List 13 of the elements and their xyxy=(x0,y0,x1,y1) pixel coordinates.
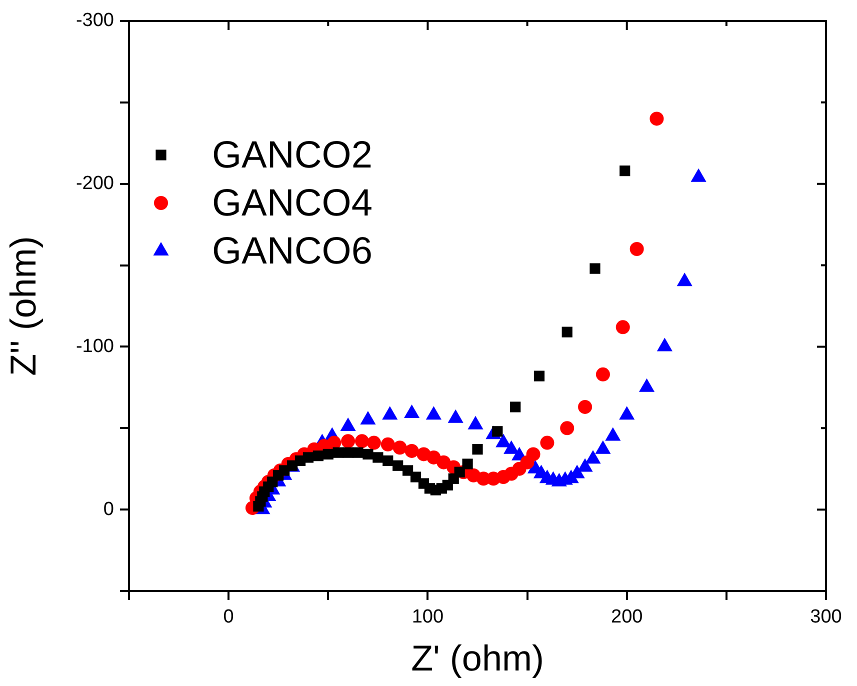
legend-label: GANCO2 xyxy=(212,134,372,176)
x-axis-title: Z' (ohm) xyxy=(411,637,544,678)
y-tick-label: -100 xyxy=(76,336,114,357)
y-axis-title: Z'' (ohm) xyxy=(2,236,44,376)
y-tick-label: -300 xyxy=(76,10,114,32)
x-tick-label: 300 xyxy=(810,606,842,628)
y-tick-label: 0 xyxy=(103,498,114,520)
x-tick-label: 100 xyxy=(412,606,444,628)
legend-label: GANCO4 xyxy=(212,182,372,224)
legend-label: GANCO6 xyxy=(212,230,372,272)
x-tick-label: 200 xyxy=(611,606,643,628)
x-tick-label: 0 xyxy=(223,606,234,628)
y-tick-label: -200 xyxy=(76,173,114,194)
